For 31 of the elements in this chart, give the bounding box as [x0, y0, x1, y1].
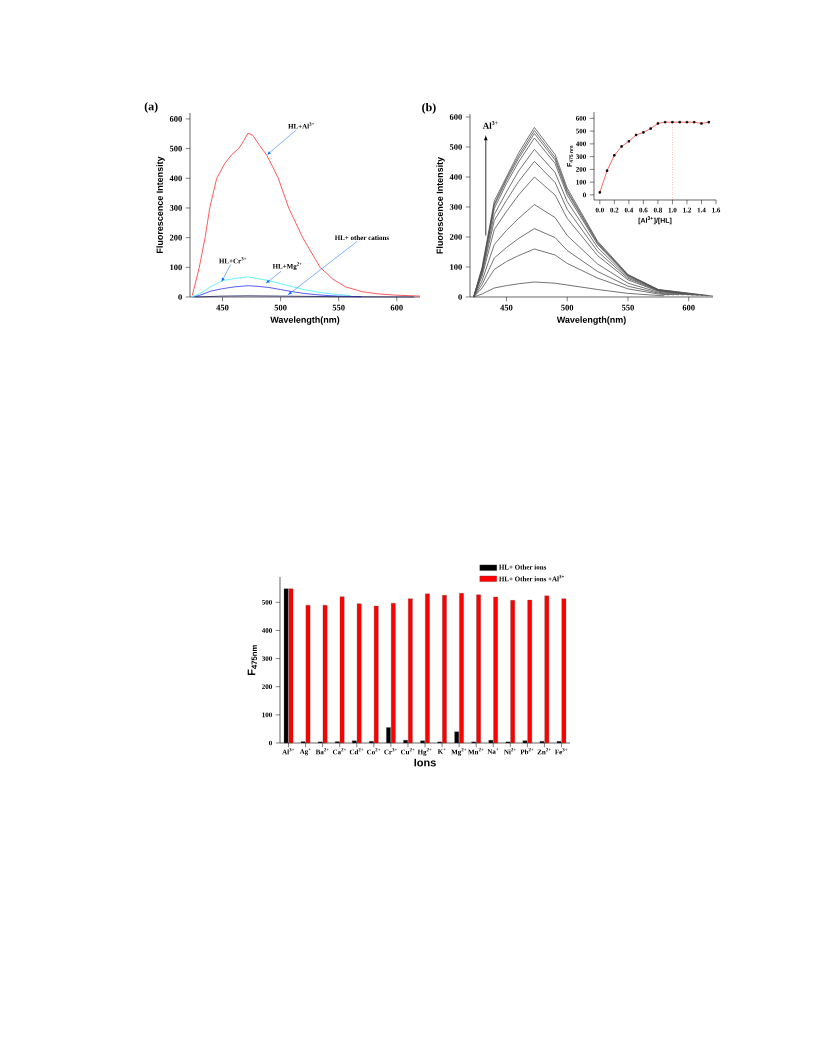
y-tick-label: 300	[169, 205, 182, 211]
y-tick-label: 500	[169, 145, 182, 152]
y-tick-label: 200	[449, 234, 462, 240]
x-axis-title: Wavelength(nm)	[556, 316, 626, 325]
x-tick-label: 550	[621, 304, 634, 311]
x-tick-label: 550	[332, 304, 345, 311]
y-tick-label: 100	[450, 264, 462, 270]
x-axis-title: Wavelength(nm)	[270, 316, 340, 325]
y-axis-title: Fluorescence Intensity	[436, 156, 445, 254]
x-tick-label: 450	[216, 304, 229, 311]
y-tick-label: 600	[449, 114, 462, 120]
y-axis-title: F$_{475nm}$	[247, 645, 257, 676]
chart-title: (b)	[422, 102, 436, 114]
y-tick-label: 100	[170, 264, 182, 271]
x-tick-label: 500	[274, 304, 287, 311]
chart-title: (a)	[144, 101, 158, 113]
y-tick-label: 0	[458, 294, 462, 300]
y-tick-label: 400	[169, 175, 182, 182]
x-tick-label: 500	[561, 304, 574, 311]
x-tick-label: 600	[390, 304, 403, 311]
x-tick-label: 450	[500, 304, 513, 311]
x-tick-label: 600	[682, 304, 695, 311]
annotation: Al$^{3+}$	[482, 120, 498, 129]
y-tick-label: 500	[449, 144, 462, 150]
y-tick-label: 200	[169, 234, 182, 241]
y-tick-label: 600	[169, 116, 182, 122]
y-tick-label: 0	[178, 294, 182, 300]
x-axis-title: Ions	[414, 758, 436, 767]
y-axis-title: Fluorescence Intensity	[156, 156, 165, 253]
y-tick-label: 400	[449, 174, 462, 180]
y-tick-label: 300	[449, 204, 462, 210]
